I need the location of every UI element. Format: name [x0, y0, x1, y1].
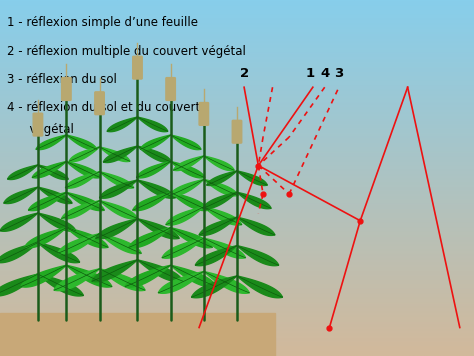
Polygon shape: [137, 146, 172, 163]
Polygon shape: [207, 171, 237, 185]
Polygon shape: [237, 171, 267, 185]
Polygon shape: [137, 219, 179, 239]
FancyBboxPatch shape: [166, 78, 175, 100]
Text: 1 - réflexion simple d’une feuille: 1 - réflexion simple d’une feuille: [7, 16, 198, 29]
Polygon shape: [237, 246, 279, 266]
Polygon shape: [195, 246, 237, 266]
Text: 4: 4: [320, 67, 329, 80]
Text: 2: 2: [239, 67, 249, 80]
FancyBboxPatch shape: [62, 78, 71, 100]
Polygon shape: [62, 201, 100, 219]
Polygon shape: [100, 147, 130, 162]
Polygon shape: [100, 180, 137, 198]
FancyBboxPatch shape: [133, 56, 142, 79]
Polygon shape: [38, 165, 68, 179]
Polygon shape: [173, 156, 204, 171]
Polygon shape: [38, 187, 72, 204]
FancyBboxPatch shape: [95, 92, 104, 115]
Polygon shape: [54, 269, 100, 290]
Polygon shape: [166, 207, 204, 225]
Polygon shape: [69, 147, 100, 162]
Polygon shape: [203, 192, 237, 209]
Polygon shape: [125, 265, 171, 287]
Polygon shape: [107, 117, 137, 132]
Polygon shape: [237, 276, 283, 298]
Polygon shape: [38, 213, 76, 231]
FancyBboxPatch shape: [199, 103, 209, 125]
Polygon shape: [96, 219, 137, 239]
Polygon shape: [65, 172, 100, 188]
FancyBboxPatch shape: [33, 113, 43, 136]
Polygon shape: [25, 228, 66, 248]
Polygon shape: [137, 180, 175, 198]
Polygon shape: [103, 146, 137, 163]
Polygon shape: [8, 165, 38, 179]
Polygon shape: [204, 179, 238, 196]
Polygon shape: [4, 187, 38, 204]
FancyBboxPatch shape: [232, 120, 242, 143]
Bar: [0, 313, 275, 356]
Polygon shape: [21, 265, 66, 287]
Polygon shape: [140, 135, 171, 150]
Text: 1: 1: [306, 67, 315, 80]
Text: 3: 3: [334, 67, 344, 80]
Polygon shape: [0, 274, 38, 296]
Text: 3 - réflexion du sol: 3 - réflexion du sol: [7, 73, 117, 86]
Polygon shape: [100, 234, 141, 254]
Polygon shape: [36, 135, 66, 150]
Polygon shape: [129, 228, 171, 248]
Polygon shape: [28, 192, 66, 211]
Polygon shape: [0, 243, 38, 263]
Polygon shape: [38, 274, 83, 296]
Polygon shape: [100, 172, 134, 188]
Polygon shape: [191, 276, 237, 298]
Polygon shape: [92, 260, 137, 282]
Polygon shape: [204, 271, 249, 293]
Polygon shape: [66, 192, 104, 211]
Polygon shape: [171, 265, 216, 287]
Polygon shape: [66, 135, 97, 150]
Polygon shape: [58, 234, 100, 254]
Polygon shape: [171, 228, 212, 248]
Polygon shape: [204, 238, 246, 258]
Polygon shape: [204, 156, 234, 171]
Polygon shape: [133, 192, 171, 211]
Polygon shape: [137, 162, 171, 178]
Polygon shape: [237, 192, 271, 209]
Text: 2 - réflexion multiple du couvert végétal: 2 - réflexion multiple du couvert végéta…: [7, 44, 246, 58]
Text: végétal: végétal: [7, 123, 74, 136]
Polygon shape: [199, 217, 237, 235]
Polygon shape: [0, 213, 38, 231]
Polygon shape: [38, 243, 80, 263]
Polygon shape: [171, 192, 209, 211]
Polygon shape: [100, 201, 137, 219]
Polygon shape: [32, 162, 66, 178]
Polygon shape: [171, 135, 201, 150]
Polygon shape: [100, 269, 145, 290]
Polygon shape: [237, 217, 275, 235]
Polygon shape: [66, 265, 112, 287]
Polygon shape: [66, 228, 108, 248]
Polygon shape: [162, 238, 204, 258]
Polygon shape: [204, 207, 242, 225]
Polygon shape: [171, 162, 205, 178]
Polygon shape: [137, 117, 168, 132]
Polygon shape: [66, 162, 100, 178]
Polygon shape: [158, 271, 204, 293]
Polygon shape: [170, 179, 204, 196]
Polygon shape: [137, 260, 183, 282]
Text: 4 - réflexion du sol et du couvert: 4 - réflexion du sol et du couvert: [7, 101, 201, 115]
